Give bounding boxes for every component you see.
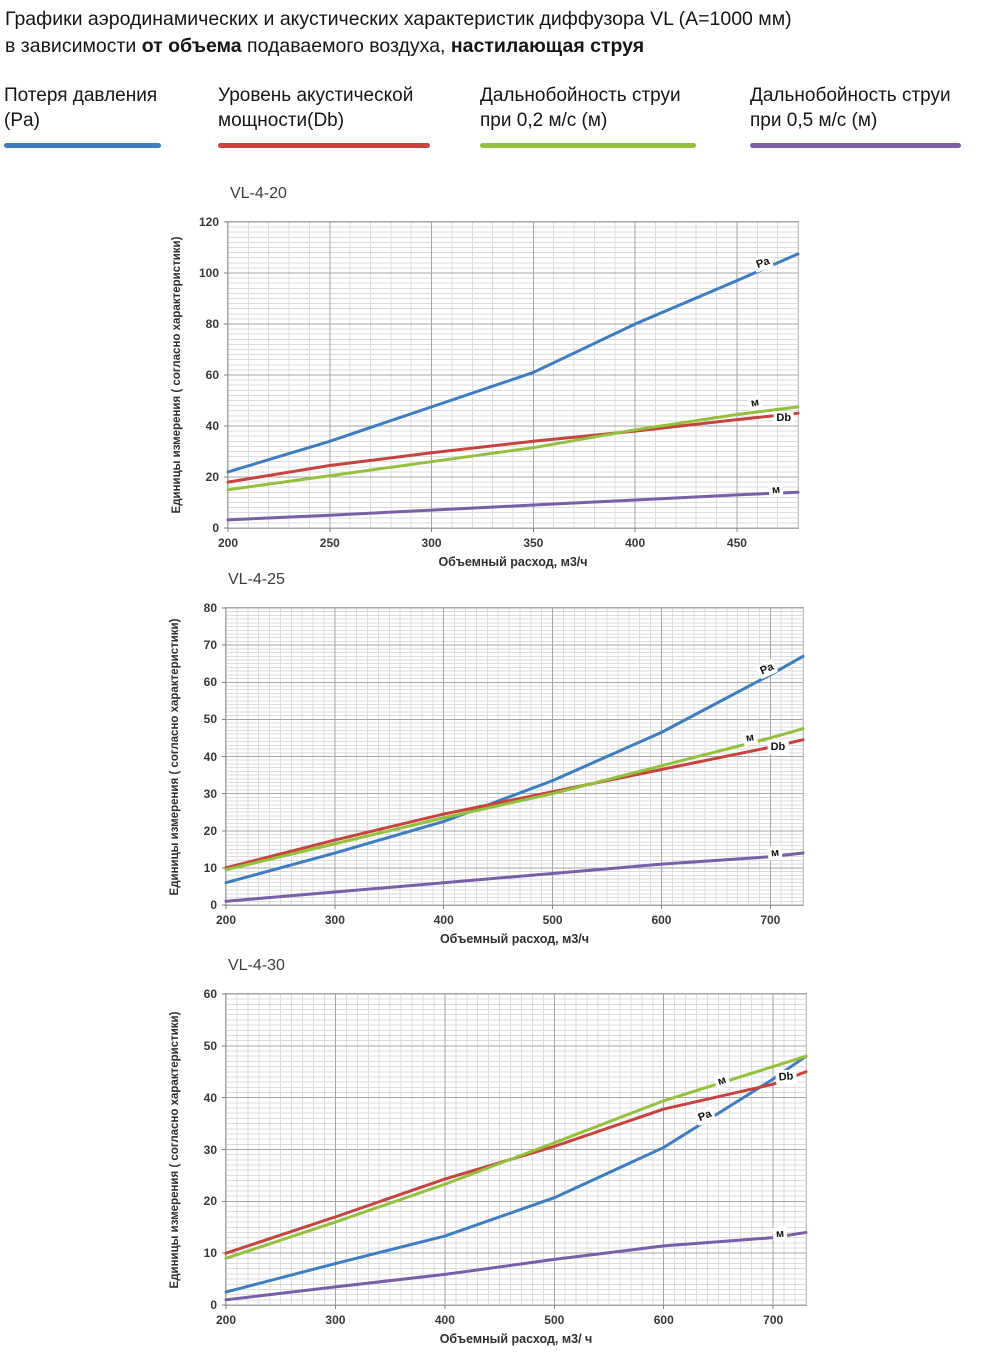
legend-label: Уровень акустической xyxy=(218,85,414,106)
page-title-line1: Графики аэродинамических и акустических … xyxy=(5,8,792,30)
legend-color-bar-red xyxy=(218,143,430,148)
y-tick-label: 40 xyxy=(203,749,217,764)
legend-label: Потеря давления xyxy=(4,85,158,106)
y-axis-title: Единицы измерения ( согласно характерист… xyxy=(169,618,181,895)
legend-label: Дальнобойность струи xyxy=(750,85,951,106)
x-tick-label: 400 xyxy=(434,1313,455,1327)
series-line xyxy=(224,1070,808,1255)
series-label: м xyxy=(741,729,758,747)
series-label: м xyxy=(767,482,784,498)
legend-item-jet-range-02: Дальнобойность струи при 0,2 м/с (м) xyxy=(480,83,710,148)
chart-title: VL-4-30 xyxy=(228,957,285,974)
y-tick-label: 20 xyxy=(205,470,219,484)
y-tick-label: 60 xyxy=(203,675,217,690)
legend-label: Дальнобойность струи xyxy=(480,85,681,106)
x-tick-label: 300 xyxy=(325,1313,346,1327)
x-tick-label: 200 xyxy=(215,913,237,927)
y-tick-label: 40 xyxy=(205,419,219,433)
page-title-line2: в зависимости от объема подаваемого возд… xyxy=(5,33,985,60)
series-line xyxy=(224,1054,808,1260)
y-tick-label: 30 xyxy=(203,786,217,801)
title-segment: подаваемого воздуха, xyxy=(241,35,451,57)
chart-vl-4-25: 200 300 400 500 600 700 0 10 20 30 40 50 60 70 80 VL-4-… xyxy=(169,571,805,946)
y-tick-label: 120 xyxy=(198,215,219,229)
series-label: Db xyxy=(773,411,795,426)
legend-item-acoustic-power: Уровень акустической мощности(Db) xyxy=(218,83,448,148)
x-tick-label: 400 xyxy=(433,913,454,927)
x-tick-label: 200 xyxy=(217,536,239,550)
x-tick-label: 500 xyxy=(542,913,563,927)
y-tick-label: 80 xyxy=(205,317,219,331)
chart-title: VL-4-25 xyxy=(228,571,285,588)
title-segment-bold: от объема xyxy=(141,35,242,57)
legend-item-jet-range-05: Дальнобойность струи при 0,5 м/с (м) xyxy=(750,83,980,148)
x-tick-label: 450 xyxy=(726,536,747,550)
y-tick-label: 10 xyxy=(203,1246,217,1261)
legend-label: при 0,5 м/с (м) xyxy=(750,110,878,131)
x-axis-title: Объемный расход, м3/ч xyxy=(439,932,590,946)
page-title: Графики аэродинамических и акустических … xyxy=(5,6,985,60)
series-line xyxy=(224,727,805,872)
series-line xyxy=(226,252,800,474)
legend-item-pressure-loss: Потеря давления (Pa) xyxy=(4,83,234,148)
title-segment: в зависимости xyxy=(5,35,142,57)
y-axis-title: Единицы измерения ( согласно характерист… xyxy=(169,1011,181,1288)
y-tick-label: 50 xyxy=(203,712,217,727)
x-tick-label: 700 xyxy=(760,913,781,927)
x-tick-label: 600 xyxy=(653,1313,674,1327)
series-line xyxy=(224,1054,808,1294)
y-tick-label: 50 xyxy=(203,1038,217,1053)
x-tick-label: 200 xyxy=(215,1313,237,1327)
legend-label: (Pa) xyxy=(4,110,40,131)
y-tick-label: 10 xyxy=(203,860,217,875)
y-tick-label: 60 xyxy=(205,368,219,382)
x-tick-label: 350 xyxy=(523,536,544,550)
x-tick-label: 250 xyxy=(319,536,340,550)
x-axis-title: Объемный расход, м3/ч xyxy=(438,555,588,569)
x-tick-label: 400 xyxy=(625,536,646,550)
y-tick-label: 0 xyxy=(210,898,217,912)
series-line xyxy=(226,490,800,522)
y-tick-label: 80 xyxy=(203,601,217,615)
y-tick-label: 20 xyxy=(203,1194,217,1209)
y-tick-label: 60 xyxy=(203,987,217,1001)
x-tick-label: 600 xyxy=(651,913,672,927)
series-label: м xyxy=(747,394,764,412)
series-label: м xyxy=(767,845,783,861)
y-tick-label: 70 xyxy=(203,638,217,653)
y-tick-label: 0 xyxy=(210,1298,217,1312)
x-tick-label: 300 xyxy=(324,913,345,927)
series-line xyxy=(226,405,800,492)
chart-vl-4-20: 200 250 300 350 400 450 0 20 40 60 80 100 120 VL-4-20… xyxy=(171,185,800,569)
y-tick-label: 100 xyxy=(198,266,219,280)
series-line xyxy=(226,411,800,484)
y-axis-title: Единицы измерения ( согласно характерист… xyxy=(171,236,183,514)
series-label: Db xyxy=(767,739,789,754)
legend-color-bar-blue xyxy=(4,143,161,148)
legend-label: мощности(Db) xyxy=(218,110,345,131)
y-tick-label: 20 xyxy=(203,823,217,838)
x-tick-label: 500 xyxy=(544,1313,565,1327)
y-tick-label: 0 xyxy=(212,521,219,535)
x-tick-label: 300 xyxy=(421,536,442,550)
series-label: м xyxy=(772,1226,788,1242)
y-tick-label: 30 xyxy=(203,1142,217,1157)
legend-label: при 0,2 м/с (м) xyxy=(480,110,608,131)
x-tick-label: 700 xyxy=(763,1313,784,1327)
title-segment-bold: настилающая струя xyxy=(450,35,645,57)
chart-vl-4-30: 200 300 400 500 600 700 0 10 20 30 40 50 60 VL-4-30 Об… xyxy=(169,957,808,1346)
y-tick-label: 40 xyxy=(203,1090,217,1105)
series-label: Db xyxy=(775,1069,798,1085)
chart-title: VL-4-20 xyxy=(230,185,287,202)
legend-color-bar-purple xyxy=(750,143,961,148)
x-axis-title: Объемный расход, м3/ ч xyxy=(439,1332,593,1346)
legend-color-bar-green xyxy=(480,143,696,148)
